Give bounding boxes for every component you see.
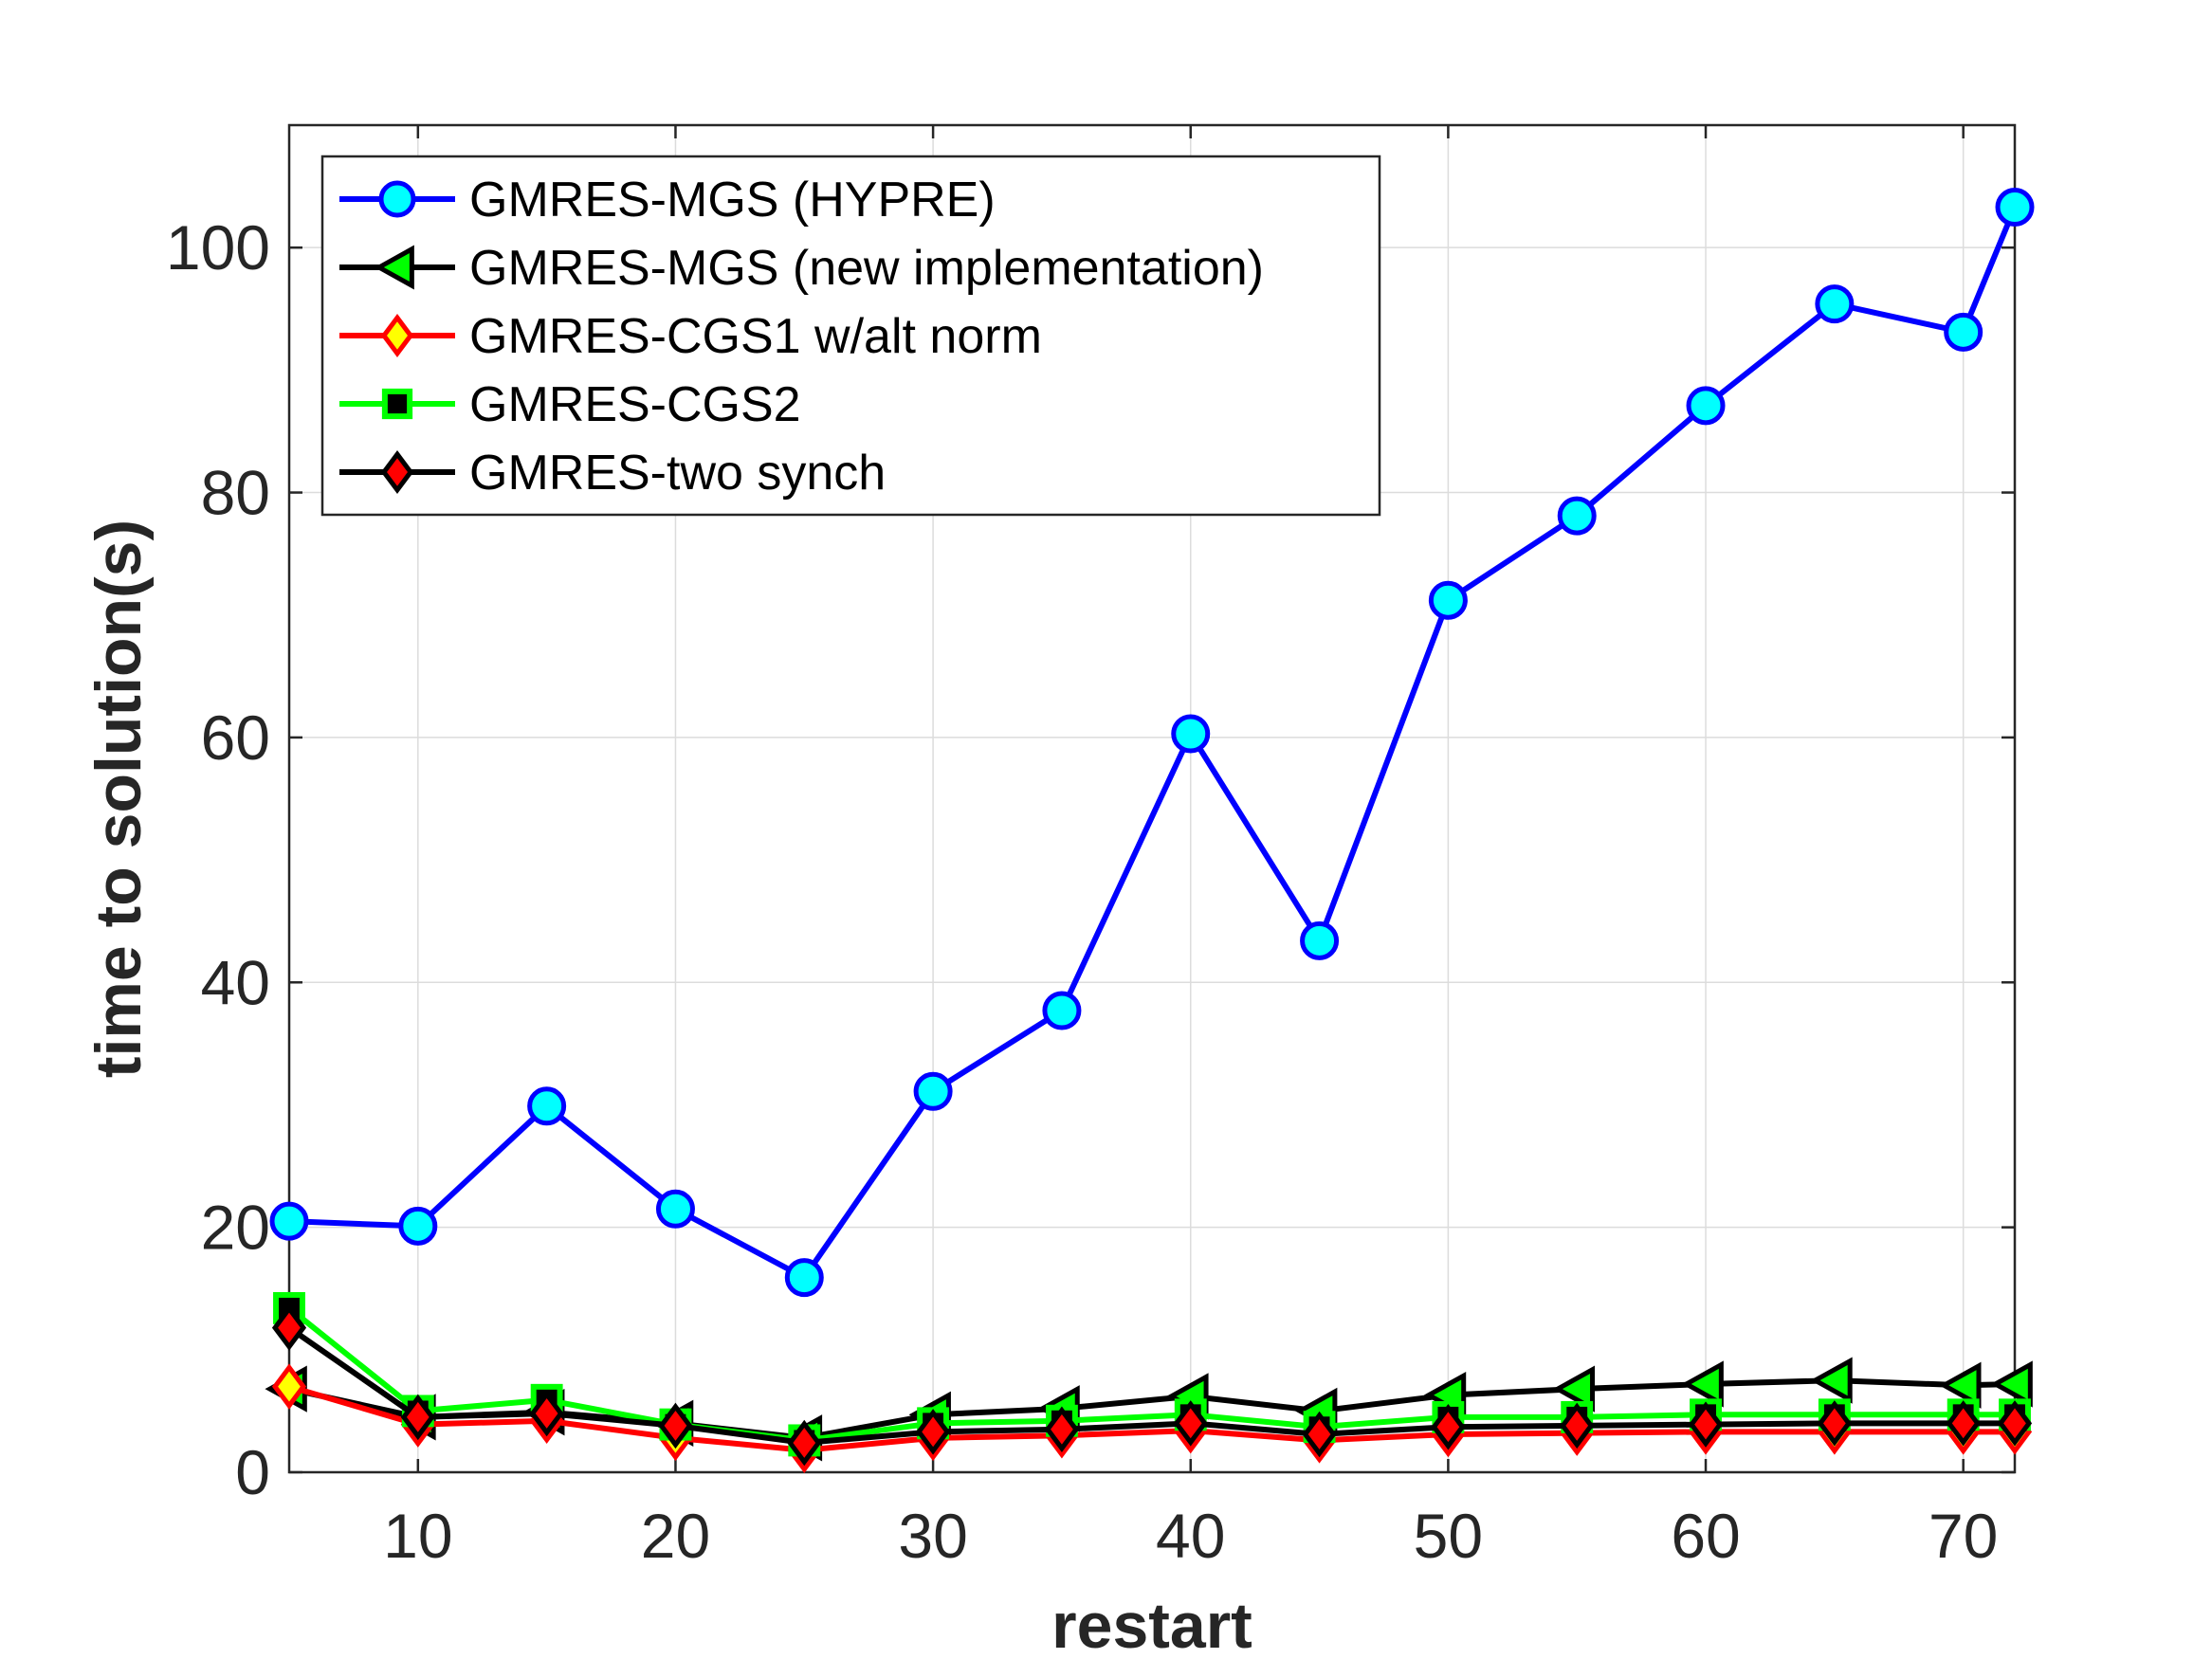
data-point [1044, 1406, 1080, 1453]
legend-marker [380, 313, 414, 358]
y-tick-label: 40 [201, 947, 270, 1017]
axes-box [287, 123, 2017, 1474]
legend-entry: GMRES-CGS2 [339, 377, 801, 432]
data-point [916, 1409, 951, 1455]
data-point [1552, 1365, 1596, 1413]
legend-label: GMRES-two synch [469, 446, 886, 501]
data-point [1686, 386, 1726, 426]
y-axis-label: time to solution(s) [82, 520, 155, 1078]
data-point [398, 1206, 438, 1246]
data-point [913, 1071, 953, 1111]
data-point [1681, 1360, 1724, 1408]
data-point [1171, 714, 1211, 754]
axes [287, 123, 2017, 1474]
data-point [655, 1189, 695, 1229]
data-point [527, 1086, 567, 1126]
legend-marker [374, 245, 414, 290]
legend-entry: GMRES-two synch [339, 446, 886, 501]
data-point [1557, 496, 1597, 536]
data-point [1944, 312, 1983, 352]
data-point [1995, 188, 2035, 228]
data-point [658, 1402, 693, 1449]
legend-label: GMRES-CGS1 w/alt norm [469, 309, 1042, 364]
series-5 [271, 1304, 2033, 1467]
x-tick-label: 50 [1414, 1501, 1483, 1571]
data-point [1815, 284, 1855, 324]
data-point [1997, 1400, 2033, 1447]
data-point [269, 1201, 309, 1241]
y-tick-label: 80 [201, 458, 270, 528]
x-tick-label: 60 [1671, 1501, 1740, 1571]
y-tick-label: 20 [201, 1193, 270, 1263]
x-tick-label: 10 [383, 1501, 452, 1571]
data-point [784, 1258, 824, 1298]
data-point [1042, 991, 1082, 1030]
legend-entry: GMRES-CGS1 w/alt norm [339, 309, 1042, 364]
data-point [1688, 1401, 1724, 1448]
data-point [1300, 921, 1340, 960]
series-1 [269, 188, 2035, 1298]
tick-labels: 10 20 30 40 50 60 70 0 20 40 60 80 100 [166, 212, 1999, 1571]
data-point [271, 1363, 307, 1410]
data-point [400, 1394, 435, 1441]
x-tick-label: 70 [1929, 1501, 1998, 1571]
x-tick-label: 40 [1156, 1501, 1225, 1571]
data-point [529, 1390, 564, 1437]
series-group [265, 188, 2035, 1473]
data-point [1173, 1400, 1208, 1447]
y-tick-label: 60 [201, 702, 270, 773]
legend-box [320, 155, 1381, 517]
data-point [271, 1304, 307, 1351]
legend: GMRES-MGS (HYPRE) GMRES-MGS (new implemen… [320, 155, 1381, 517]
legend-entry: GMRES-MGS (new implementation) [339, 241, 1264, 296]
legend-marker [381, 388, 413, 420]
x-tick-label: 30 [898, 1501, 967, 1571]
legend-entry: GMRES-MGS (HYPRE) [339, 173, 996, 228]
x-tick-label: 20 [641, 1501, 710, 1571]
data-point [1560, 1402, 1595, 1449]
legend-label: GMRES-CGS2 [469, 377, 801, 432]
data-point [1810, 1357, 1853, 1404]
data-point [1946, 1400, 1981, 1447]
data-point [787, 1419, 822, 1467]
x-axis-label: restart [1051, 1590, 1252, 1659]
data-point [1817, 1400, 1852, 1447]
data-point [1990, 1360, 2033, 1408]
legend-marker [380, 449, 414, 495]
data-point [1939, 1361, 1982, 1409]
legend-label: GMRES-MGS (new implementation) [469, 241, 1264, 296]
data-point [1302, 1411, 1337, 1458]
legend-label: GMRES-MGS (HYPRE) [469, 173, 996, 228]
y-tick-label: 0 [235, 1437, 270, 1507]
y-tick-label: 100 [166, 212, 270, 283]
legend-marker [378, 180, 416, 218]
data-point [1428, 580, 1468, 620]
data-point [1431, 1403, 1466, 1450]
